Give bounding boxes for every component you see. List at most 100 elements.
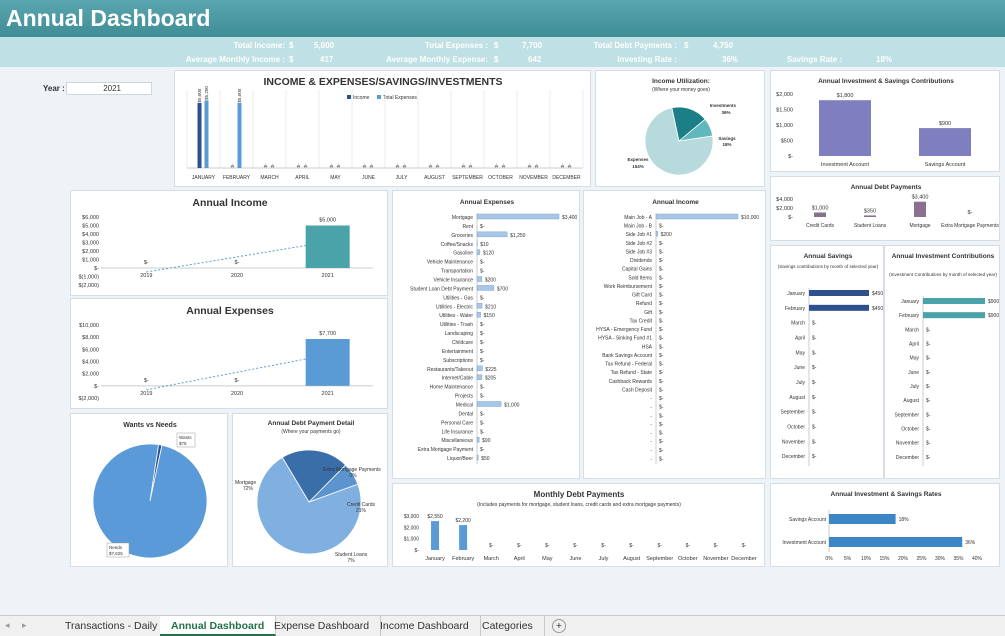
sheet-tabs: ◂ ▸ Transactions - Daily Annual Dashboar… (0, 615, 1005, 636)
chart-title: Annual Expenses (186, 305, 274, 317)
add-sheet-button[interactable]: + (552, 619, 566, 633)
data-label: $- (812, 395, 817, 401)
data-label: $- (480, 269, 485, 275)
category-label: Restaurants/Takeout (427, 367, 473, 373)
y-tick-label: $4,000 (82, 232, 99, 238)
data-label: $1,000 (812, 206, 829, 212)
category-label: June (908, 370, 919, 376)
slice-label: Mortgage (235, 480, 256, 486)
x-tick-label: 2020 (231, 273, 243, 279)
chart-title: Annual Income (192, 197, 267, 209)
data-label: $900 (988, 313, 999, 319)
x-tick-label: Student Loans (854, 223, 887, 229)
x-tick-label: JUNE (362, 175, 376, 181)
category-label: Utilities - Trash (440, 322, 473, 328)
bar (476, 312, 481, 318)
bar (814, 212, 826, 217)
y-tick-label: $3,000 (404, 514, 420, 520)
y-tick-label: $(2,000) (79, 396, 100, 402)
data-label: $120 (483, 251, 494, 257)
category-label: April (795, 336, 805, 342)
slice-label: Credit Cards (347, 502, 376, 508)
label-box (106, 542, 130, 558)
data-label: $350 (864, 208, 876, 214)
data-label: $- (926, 342, 931, 348)
category-label: Projects (455, 394, 474, 400)
debtann-svg: Annual Debt Payments $4,000 $2,000 $- $1,000… (776, 184, 999, 229)
data-label: $- (235, 378, 240, 384)
year-label: Year : (43, 84, 65, 93)
x-tick-label: 2020 (231, 391, 243, 397)
avg-monthly-expense-value: 642 (528, 55, 542, 64)
annual-income-panel: Annual Income $6,000 $5,000 $4,000 $3,000 $2,… (70, 190, 388, 296)
bar (809, 304, 869, 311)
tab-income-dashboard[interactable]: Income Dashboard (369, 616, 481, 636)
bar (459, 525, 468, 550)
bar (829, 537, 963, 547)
tab-categories[interactable]: Categories (471, 616, 545, 636)
category-label: February (785, 306, 806, 312)
category-label: December (782, 454, 805, 460)
slice-value: 7% (347, 558, 355, 564)
tab-annual-dashboard[interactable]: Annual Dashboard (160, 616, 277, 636)
category-label: Extra Mortgage Payment (418, 447, 474, 453)
category-label: November (782, 439, 805, 445)
sav-svg: Annual Savings (Savings contributions by … (778, 253, 883, 466)
x-tick-label: OCTOBER (488, 175, 513, 181)
data-label: $- (629, 543, 634, 549)
data-label: $- (336, 163, 341, 168)
data-label: $2,550 (427, 514, 443, 520)
y-tick-label: $5,000 (82, 224, 99, 230)
y-tick-label: $3,000 (82, 241, 99, 247)
category-label: Bank Savings Account (602, 353, 652, 359)
dashboard-title: Annual Dashboard (6, 5, 211, 31)
data-label: $3,400 (562, 215, 578, 221)
chart-title: Annual Investment Contributions (892, 253, 995, 260)
y-tick-label: $1,000 (82, 258, 99, 264)
bar (476, 303, 483, 309)
tab-expense-dashboard[interactable]: Expense Dashboard (263, 616, 382, 636)
monthly-chart-panel: INCOME & EXPENSES/SAVINGS/INVESTMENTS Inc… (174, 70, 591, 187)
expcat-svg: Annual Expenses Mortgage $3,400 Rent $- Groce… (410, 199, 578, 464)
chart-title: INCOME & EXPENSES/SAVINGS/INVESTMENTS (263, 76, 502, 88)
y-tick-label: $4,000 (776, 197, 793, 203)
data-label: $- (567, 163, 572, 168)
data-label: $- (659, 379, 664, 385)
bar (914, 201, 926, 217)
next-sheet-icon[interactable]: ▸ (22, 620, 27, 630)
data-label: $- (659, 422, 664, 428)
chart-subtitle: (Where your payments go) (281, 429, 341, 435)
data-label: $- (812, 336, 817, 342)
category-label: February (899, 313, 920, 319)
y-tick-label: $4,000 (82, 360, 99, 366)
data-label: $- (659, 448, 664, 454)
data-label: $50 (481, 456, 490, 462)
bar (476, 365, 483, 371)
expense-categories-panel: Annual Expenses Mortgage $3,400 Rent $- Groce… (392, 190, 580, 479)
data-label: $- (329, 163, 334, 168)
rates-svg: Annual Investment & Savings Rates 0% 5% 10%… (782, 491, 982, 562)
annual-savings-panel: Annual Savings (Savings contributions by … (770, 245, 884, 479)
category-label: March (791, 321, 805, 327)
rates-panel: Annual Investment & Savings Rates 0% 5% 10%… (770, 483, 1000, 567)
data-label: $- (659, 396, 664, 402)
bar (197, 103, 202, 168)
data-label: $1,000 (504, 403, 520, 409)
bar (476, 437, 480, 443)
data-label: $10,000 (741, 215, 759, 221)
data-label: $- (657, 543, 662, 549)
chart-title: Annual Expenses (460, 199, 515, 206)
category-label: Tax Credit (629, 318, 652, 324)
category-label: Main Job - A (624, 215, 652, 221)
income-utilization-panel: Income Utilization: (Where your money goe… (595, 70, 765, 187)
data-label: $- (468, 163, 473, 168)
data-label: $- (659, 310, 664, 316)
total-expenses-label: Total Expenses : (425, 41, 488, 50)
slice-value: 0% (349, 473, 357, 479)
prev-sheet-icon[interactable]: ◂ (5, 620, 10, 630)
chart-title: Annual Income (652, 199, 699, 206)
year-select[interactable]: 2021 (66, 82, 152, 95)
x-tick-label: Mortgage (909, 223, 930, 229)
tab-transactions-daily[interactable]: Transactions - Daily (54, 616, 170, 636)
category-label: Internet/Cable (442, 376, 474, 382)
